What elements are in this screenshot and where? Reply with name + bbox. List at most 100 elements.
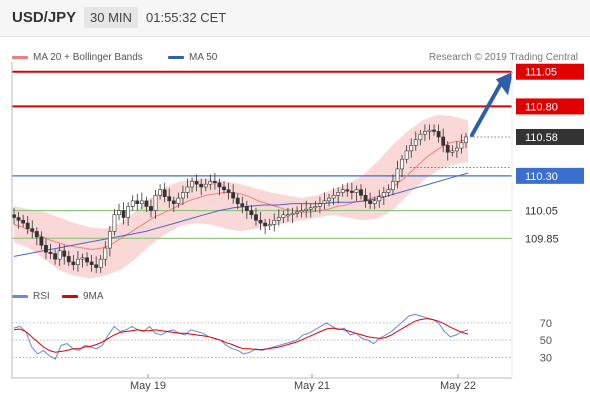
candle-body bbox=[208, 181, 213, 185]
candle-body bbox=[441, 136, 446, 146]
candle-body bbox=[48, 251, 53, 254]
candle-body bbox=[12, 214, 16, 218]
candle bbox=[199, 178, 204, 196]
candle bbox=[354, 185, 359, 201]
candle bbox=[391, 174, 395, 196]
candle-body bbox=[340, 189, 345, 193]
candle-body bbox=[436, 131, 441, 138]
candle bbox=[313, 200, 318, 212]
candle-body bbox=[331, 194, 336, 199]
level-label-1: 110.80 bbox=[525, 101, 558, 113]
candle-body bbox=[363, 194, 368, 202]
candle bbox=[308, 203, 313, 218]
candle bbox=[359, 184, 363, 200]
candle bbox=[89, 255, 94, 272]
candle bbox=[135, 193, 140, 211]
candle bbox=[208, 174, 213, 190]
candle-body bbox=[354, 189, 359, 193]
candle bbox=[21, 214, 26, 228]
candle bbox=[16, 211, 21, 229]
ma20-swatch bbox=[12, 56, 28, 59]
candle bbox=[57, 243, 62, 267]
candle bbox=[126, 202, 131, 226]
candle-body bbox=[185, 186, 190, 193]
candle-body bbox=[112, 214, 117, 232]
candle-body bbox=[413, 139, 418, 146]
candle bbox=[381, 186, 386, 206]
candle bbox=[176, 192, 181, 208]
candle bbox=[107, 225, 112, 257]
candle-body bbox=[263, 222, 268, 227]
candle bbox=[327, 193, 331, 207]
legend-ma50: MA 50 bbox=[168, 52, 217, 63]
candle-body bbox=[89, 261, 94, 266]
candle bbox=[450, 145, 455, 157]
candle-body bbox=[162, 189, 167, 197]
candle-body bbox=[167, 196, 172, 202]
candle bbox=[304, 200, 309, 218]
candle-body bbox=[423, 131, 427, 135]
candle-body bbox=[258, 219, 263, 224]
candle-body bbox=[272, 219, 277, 225]
candle bbox=[436, 124, 441, 143]
candle-body bbox=[44, 244, 48, 253]
candle bbox=[267, 218, 272, 231]
level-label-3: 110.30 bbox=[525, 171, 558, 183]
candle-body bbox=[222, 186, 226, 191]
candle-body bbox=[313, 206, 318, 209]
candle-body bbox=[235, 197, 240, 204]
candle bbox=[276, 209, 281, 226]
candle bbox=[71, 255, 76, 271]
candle-body bbox=[400, 158, 404, 170]
candle bbox=[130, 195, 135, 211]
candle-body bbox=[372, 200, 377, 204]
candle-body bbox=[386, 189, 391, 193]
candle bbox=[30, 220, 35, 239]
candle-body bbox=[432, 129, 436, 132]
candle-body bbox=[30, 228, 35, 232]
level-badge-2 bbox=[516, 128, 584, 145]
credit-label: Research © 2019 Trading Central bbox=[428, 52, 578, 63]
candle bbox=[181, 185, 185, 206]
bollinger-band bbox=[14, 114, 468, 279]
ma50-line bbox=[13, 172, 469, 257]
candle-body bbox=[454, 147, 459, 152]
candle-body bbox=[21, 219, 26, 224]
candle bbox=[62, 245, 67, 265]
candle-body bbox=[359, 189, 363, 196]
candle-body bbox=[176, 197, 181, 204]
candle-body bbox=[244, 206, 249, 211]
candle bbox=[80, 253, 85, 268]
candle bbox=[404, 145, 409, 164]
candle bbox=[413, 131, 418, 151]
candle-body bbox=[39, 236, 44, 246]
candle bbox=[372, 196, 377, 210]
candle-body bbox=[135, 200, 140, 204]
candle bbox=[349, 182, 354, 200]
candle bbox=[299, 203, 304, 218]
candle-body bbox=[199, 183, 204, 188]
candle-body bbox=[217, 182, 222, 188]
candle-body bbox=[76, 258, 80, 266]
legend-rsi: RSI bbox=[12, 291, 50, 302]
level-label-0: 111.05 bbox=[525, 67, 557, 79]
candle bbox=[117, 203, 121, 221]
rsi-ma-line bbox=[13, 318, 469, 353]
candle-body bbox=[80, 257, 85, 260]
candle bbox=[317, 196, 322, 214]
timeframe-badge[interactable]: 30 MIN bbox=[84, 7, 138, 28]
candle bbox=[76, 250, 80, 272]
candle-body bbox=[459, 142, 464, 149]
rsi-tick-0: 70 bbox=[540, 318, 552, 330]
candle bbox=[368, 192, 373, 210]
candle bbox=[171, 196, 176, 212]
candle bbox=[272, 213, 277, 232]
level-badge-3 bbox=[516, 167, 584, 184]
x-label-0: May 19 bbox=[130, 380, 166, 392]
candle bbox=[290, 207, 295, 224]
candle-body bbox=[212, 181, 217, 184]
candle bbox=[423, 124, 427, 142]
candle-body bbox=[226, 189, 231, 193]
candle bbox=[286, 207, 290, 222]
